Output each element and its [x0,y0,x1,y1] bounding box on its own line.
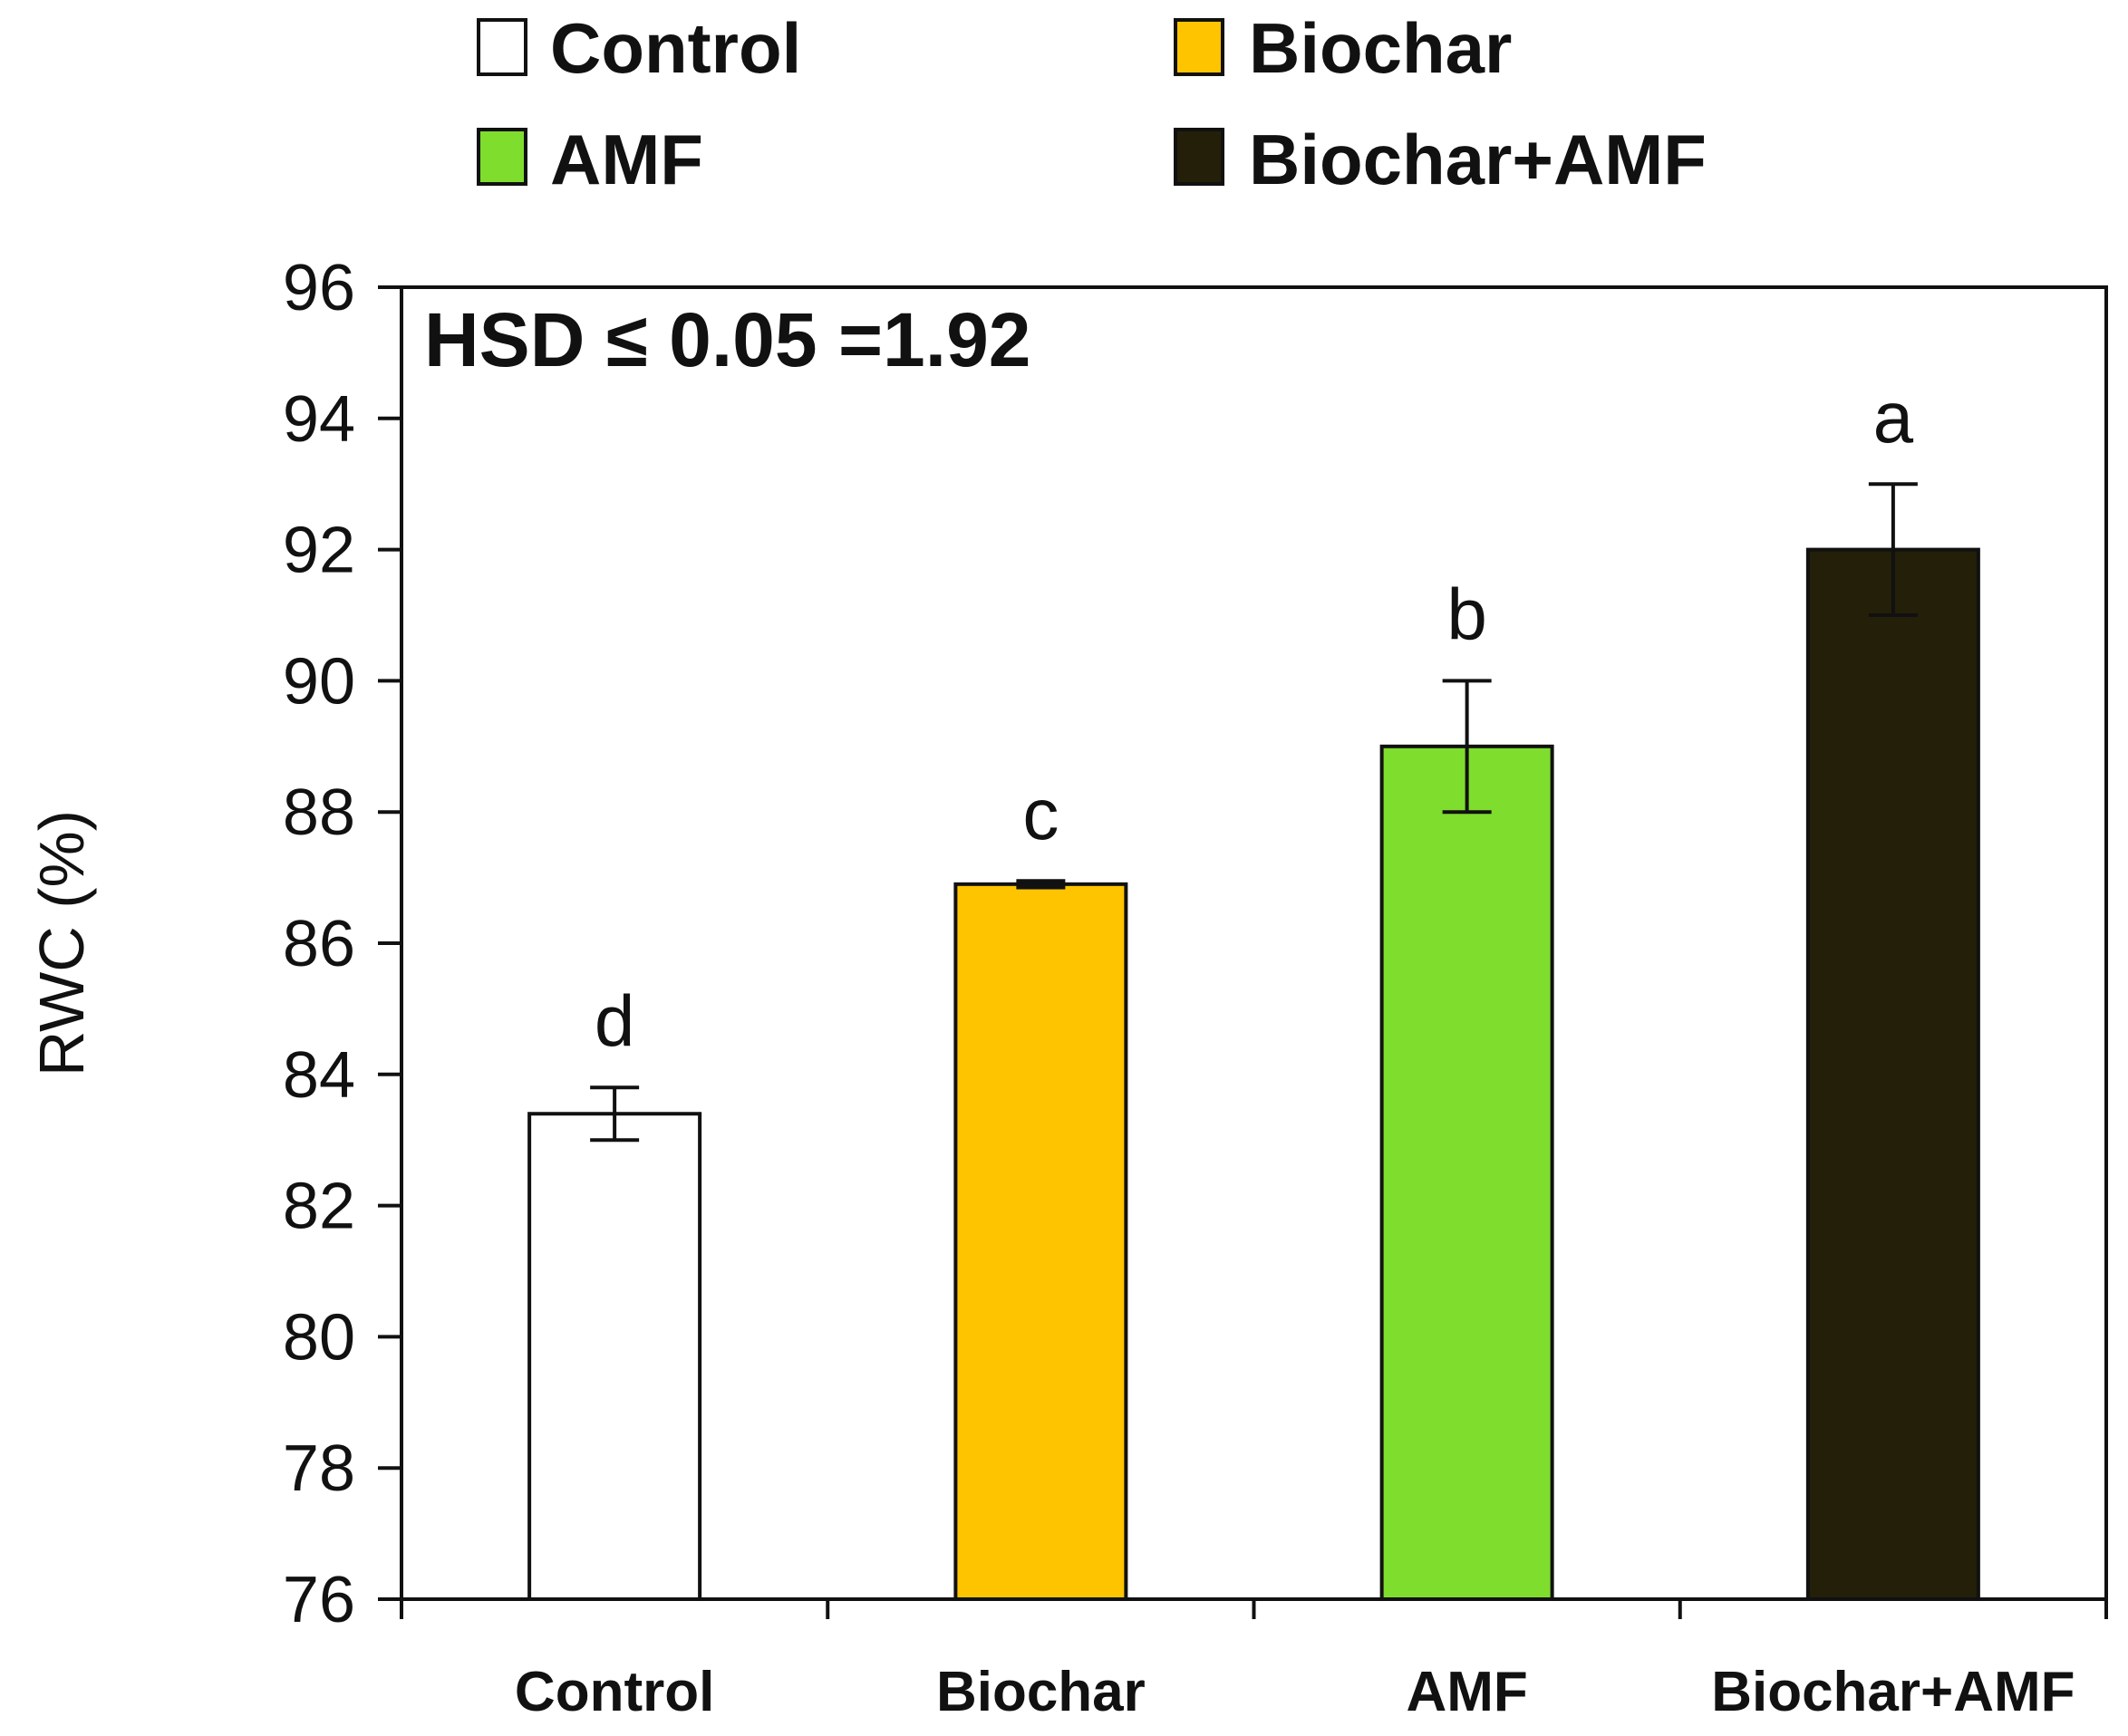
significance-letter: d [595,980,635,1061]
x-category-label: AMF [1406,1661,1527,1723]
legend-swatch-control [477,18,527,76]
y-tick-label: 80 [283,1301,355,1374]
bar-biochar [953,882,1128,1601]
y-tick-label: 96 [283,252,355,324]
y-axis-ticks: 76 78 80 82 84 86 88 90 92 94 96 [283,252,401,1636]
y-tick-label: 92 [283,515,355,587]
significance-letter: b [1446,574,1487,654]
legend: Control Biochar AMF Biochar+AMF [477,8,1707,199]
y-tick-label: 78 [283,1432,355,1505]
legend-label-amf: AMF [550,120,703,199]
y-tick-label: 82 [283,1171,355,1243]
error-bar [1442,679,1492,815]
x-category-label: Biochar+AMF [1711,1661,2075,1723]
significance-letter: c [1022,774,1059,854]
hsd-annotation: HSD ≤ 0.05 =1.92 [424,297,1031,382]
legend-swatch-biochar-amf [1174,128,1224,186]
y-tick-label: 94 [283,383,355,456]
significance-letter: a [1873,377,1914,458]
y-tick-label: 86 [283,908,355,980]
legend-label-biochar-amf: Biochar+AMF [1249,120,1707,199]
y-tick-label: 90 [283,645,355,718]
y-axis-label: RWC (%) [26,810,97,1076]
bar-biochar-amf [1805,547,1980,1601]
y-tick-label: 76 [283,1564,355,1636]
x-axis-ticks [400,1599,2108,1619]
legend-swatch-biochar [1174,18,1224,76]
error-bar [1016,879,1066,890]
error-bar [1868,482,1918,617]
legend-label-control: Control [550,8,801,88]
y-tick-label: 84 [283,1039,355,1112]
bar-amf [1379,744,1554,1601]
x-category-label: Biochar [936,1661,1146,1723]
y-tick-label: 88 [283,776,355,849]
bar-series: d Control c Biochar b AMF a Biochar+AMF [515,377,2075,1723]
bar-control [527,1112,702,1601]
legend-swatch-amf [477,128,527,186]
error-bar [590,1085,640,1143]
legend-label-biochar: Biochar [1249,8,1512,88]
x-category-label: Control [515,1661,714,1723]
